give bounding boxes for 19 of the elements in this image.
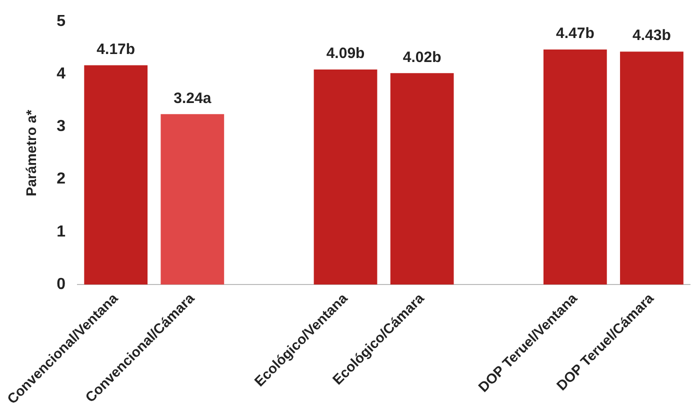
- bar: [620, 52, 684, 284]
- bar: [84, 65, 148, 284]
- data-label: 4.02b: [402, 48, 442, 66]
- y-tick-label: 4: [56, 66, 66, 83]
- y-tick-label: 5: [56, 13, 66, 30]
- bar: [390, 73, 454, 284]
- y-tick-label: 1: [56, 223, 66, 240]
- y-tick-label: 3: [56, 118, 66, 136]
- data-label: 4.17b: [96, 40, 136, 58]
- data-label: 3.24a: [174, 90, 212, 107]
- data-label: 4.09b: [326, 45, 365, 62]
- bar: [543, 49, 607, 284]
- data-label: 4.43b: [632, 27, 671, 44]
- y-axis-title: Parámetro a*: [23, 109, 40, 196]
- bar: [160, 114, 224, 284]
- data-label: 4.47b: [556, 25, 594, 42]
- y-tick-label: 2: [56, 170, 66, 188]
- y-tick-label: 0: [56, 276, 66, 293]
- bar: [314, 69, 378, 284]
